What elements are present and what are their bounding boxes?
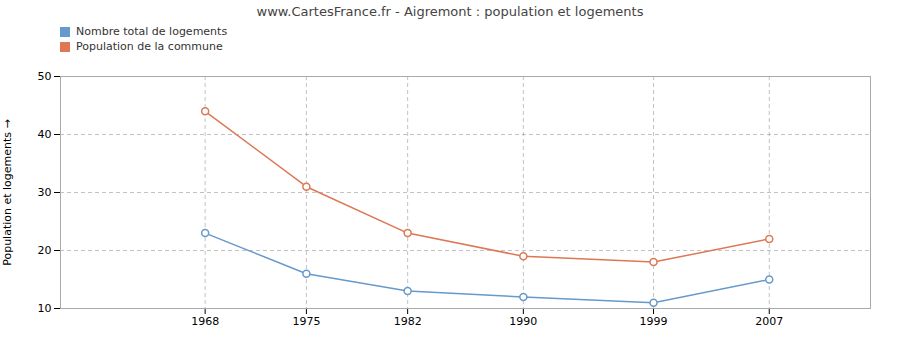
svg-text:1982: 1982	[394, 315, 422, 328]
svg-text:1990: 1990	[509, 315, 537, 328]
svg-text:1975: 1975	[292, 315, 320, 328]
html-text:Population de la commune: Population de la commune	[76, 40, 223, 53]
svg-text:20: 20	[38, 244, 52, 257]
svg-text:1999: 1999	[640, 315, 668, 328]
html-text:Nombre total de logements: Nombre total de logements	[76, 25, 228, 38]
html-text:www.CartesFrance.fr - Aigremon: www.CartesFrance.fr - Aigremont : popula…	[256, 4, 644, 19]
svg-text:10: 10	[38, 302, 52, 315]
svg-text:Population et logements →: Population et logements →	[1, 119, 14, 266]
svg-text:40: 40	[38, 128, 52, 141]
svg-text:2007: 2007	[755, 315, 783, 328]
svg-text:1968: 1968	[191, 315, 219, 328]
svg-text:30: 30	[38, 186, 52, 199]
svg-text:50: 50	[38, 70, 52, 83]
